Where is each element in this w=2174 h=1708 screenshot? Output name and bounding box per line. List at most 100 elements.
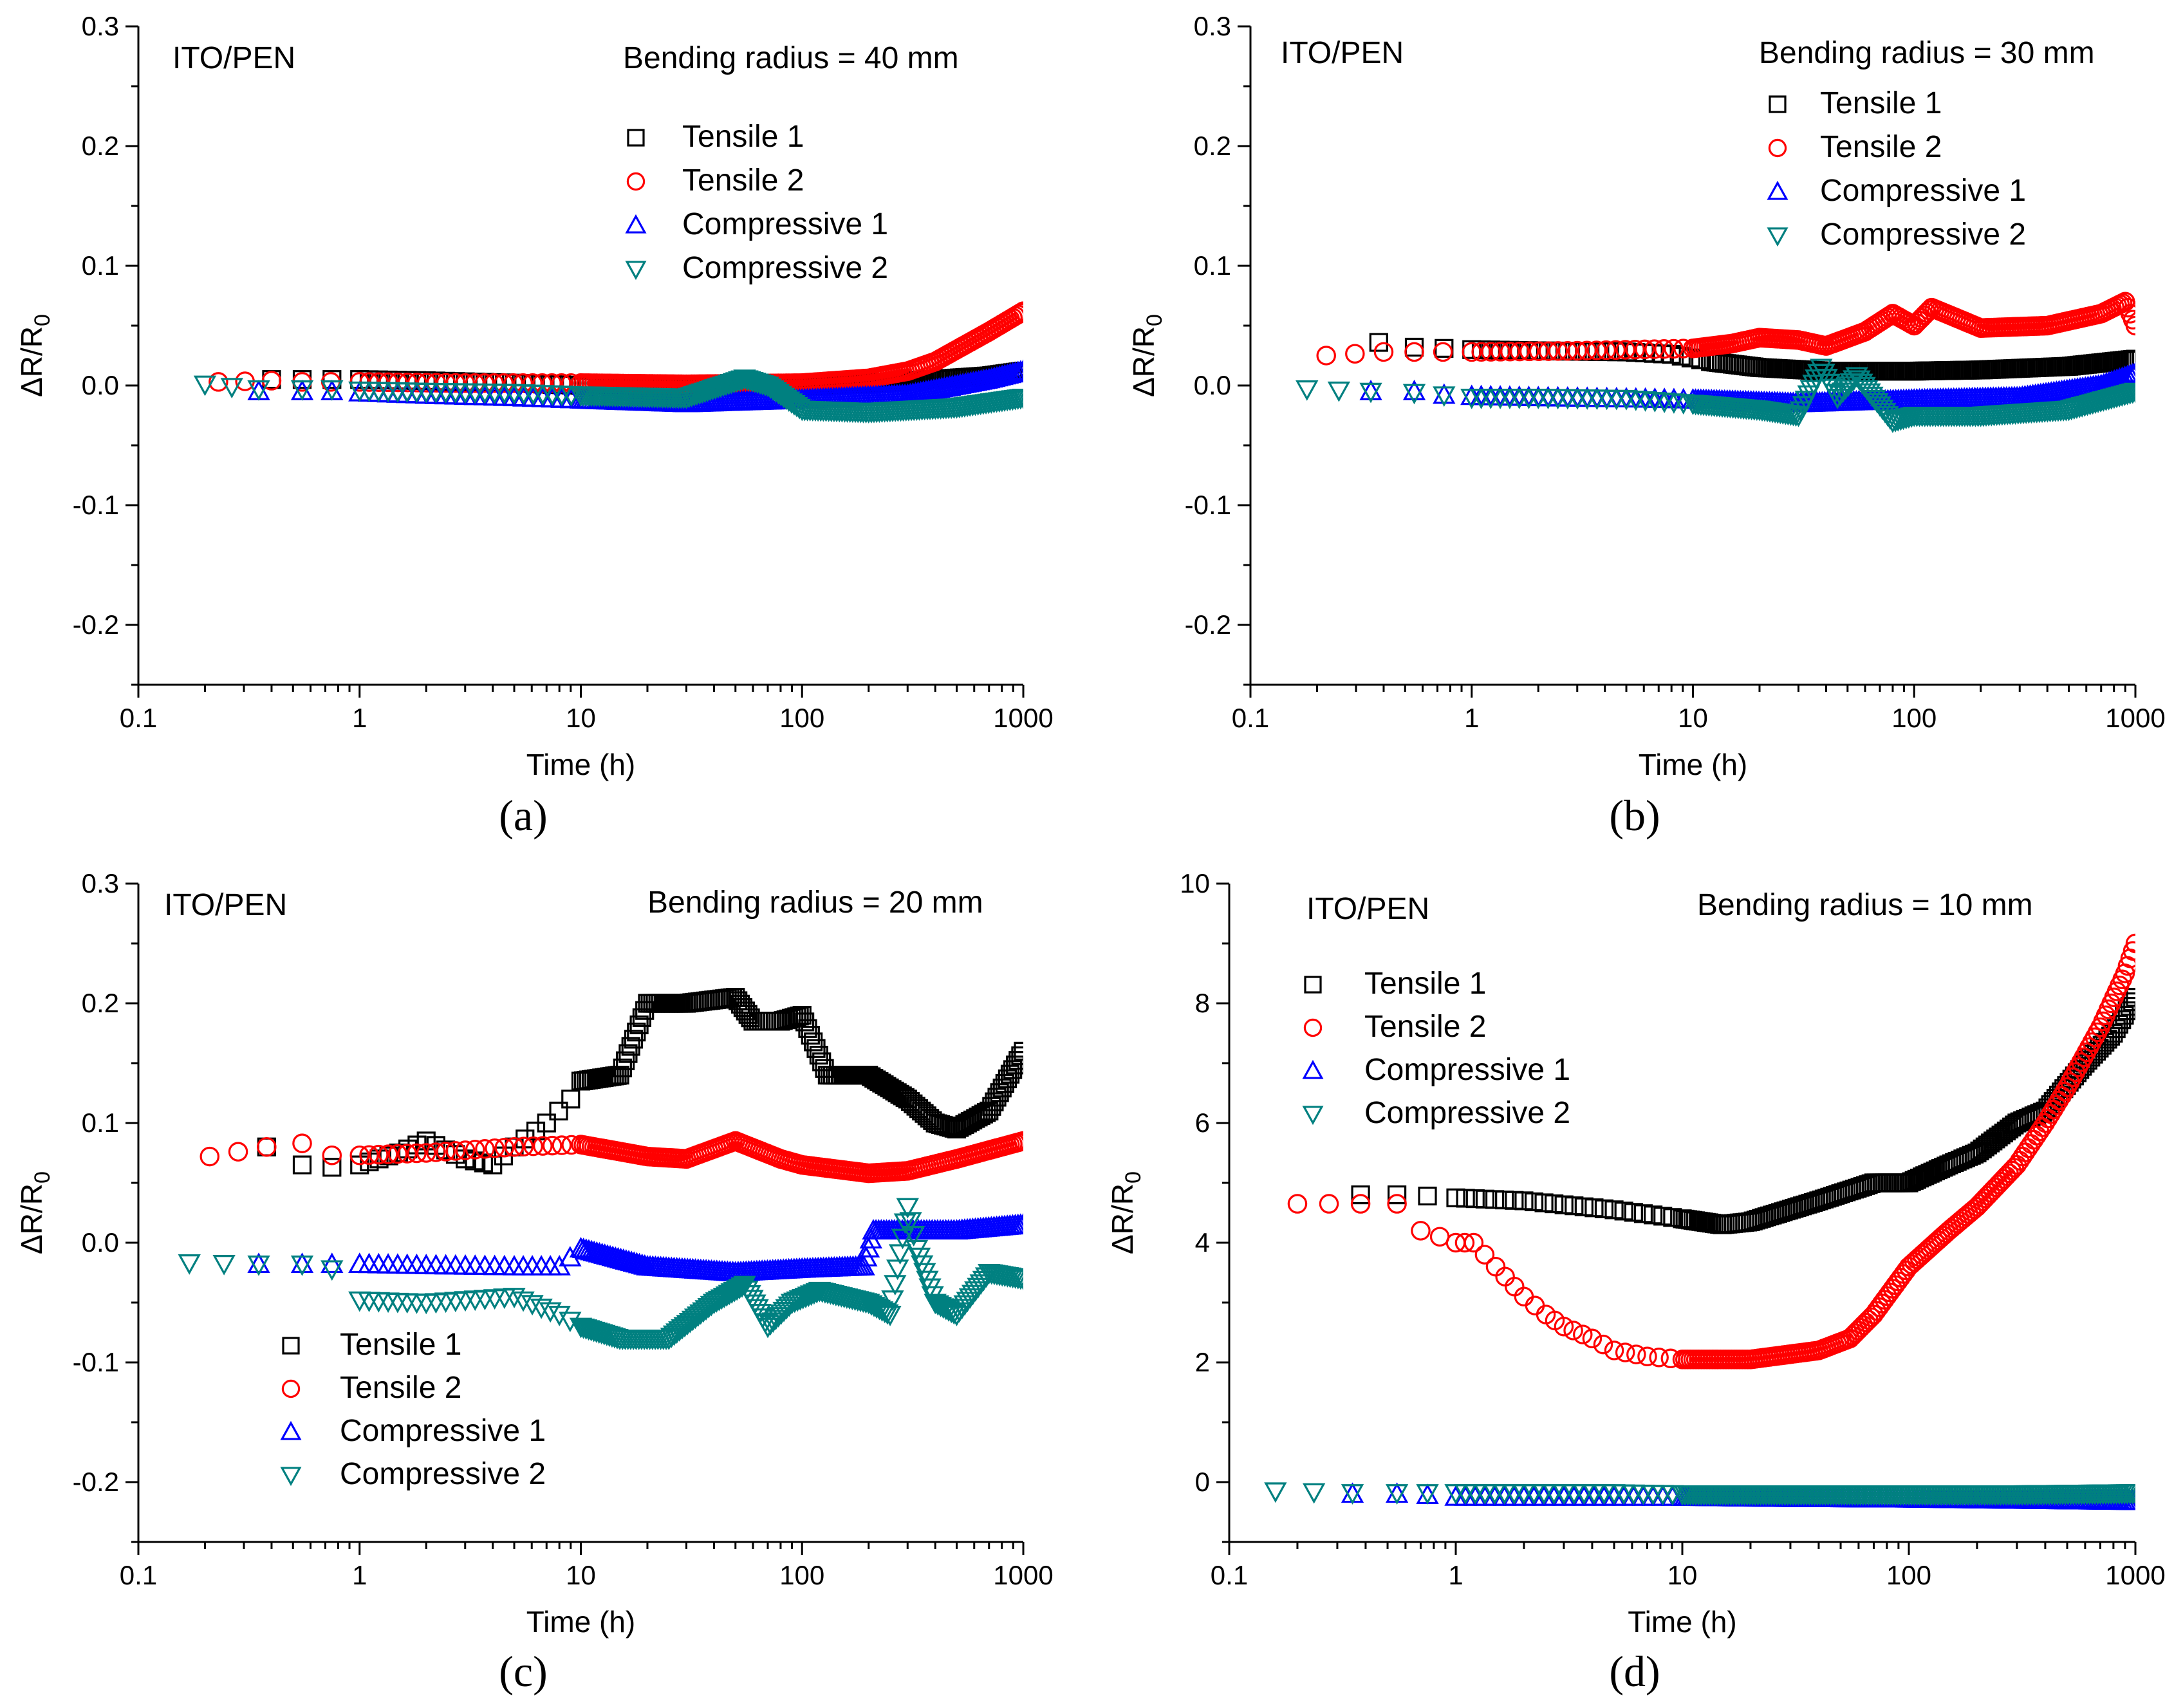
data-point	[1614, 1202, 1633, 1221]
y-tick-label: 0.1	[1194, 250, 1231, 281]
data-point	[2054, 1081, 2075, 1102]
x-tick-label: 10	[566, 1560, 596, 1590]
data-point	[777, 1296, 801, 1317]
data-point	[523, 373, 543, 393]
data-point	[485, 1138, 505, 1158]
data-point	[1402, 380, 1426, 400]
legend-marker	[280, 1420, 302, 1440]
plot-area	[1264, 933, 2135, 1510]
data-point	[2123, 941, 2135, 961]
panel-label: (c)	[499, 1647, 547, 1696]
data-point	[1586, 340, 1606, 360]
data-point	[475, 1139, 495, 1159]
data-point	[465, 1140, 485, 1160]
data-point	[759, 1315, 782, 1336]
data-point	[1463, 1232, 1484, 1253]
data-point	[775, 1299, 798, 1320]
data-point	[893, 1213, 917, 1234]
x-tick-label: 1000	[993, 1560, 1053, 1590]
data-point	[359, 1145, 379, 1165]
data-point	[2123, 992, 2135, 1012]
y-tick-label: 6	[1195, 1108, 1210, 1138]
data-point	[728, 1279, 751, 1299]
plot-area	[178, 988, 1023, 1351]
legend-entry: Tensile 1	[1820, 86, 1942, 120]
y-tick-label: 0	[1195, 1467, 1210, 1497]
data-point	[1653, 1207, 1673, 1226]
data-point	[503, 373, 523, 393]
legend: Tensile 1 Tensile 2 Compressive 1 Compressi…	[625, 120, 888, 285]
data-point	[209, 372, 228, 392]
data-point	[1510, 341, 1530, 362]
data-point	[683, 1308, 707, 1330]
data-point	[1637, 1346, 1657, 1366]
data-point	[549, 1101, 568, 1121]
data-point	[1012, 389, 1023, 409]
data-point	[436, 1142, 456, 1162]
series-compressive-1	[247, 359, 1023, 413]
data-point	[178, 1254, 201, 1275]
data-point	[1475, 1189, 1495, 1209]
legend-marker	[282, 1337, 300, 1355]
data-point	[494, 373, 514, 393]
data-point	[2126, 349, 2135, 369]
panel-label: (b)	[1609, 791, 1660, 840]
data-point	[1545, 1194, 1564, 1214]
data-point	[1373, 342, 1394, 362]
data-point	[1341, 1484, 1364, 1505]
data-point	[290, 380, 314, 401]
chart-panel-c: 0.1 1 10 100 1000 -0.2 -0.1 0.0 0.1 0.2 0.3 Time (h…	[15, 868, 1054, 1696]
y-tick-label: 2	[1195, 1347, 1210, 1377]
data-point	[1014, 1041, 1023, 1061]
data-point	[228, 1142, 248, 1162]
data-point	[1519, 341, 1539, 362]
data-point	[671, 1319, 694, 1340]
data-point	[806, 1039, 826, 1058]
data-point	[657, 1330, 680, 1351]
legend-entry: Compressive 2	[1820, 218, 2026, 252]
data-point	[761, 1312, 785, 1333]
data-point	[1011, 1046, 1023, 1066]
data-point	[756, 1317, 779, 1339]
data-point	[1418, 1186, 1437, 1206]
y-tick-label: 0.0	[1194, 370, 1231, 400]
y-axis-title-subscript: 0	[1142, 314, 1167, 326]
data-point	[1319, 1194, 1339, 1214]
data-point	[1538, 341, 1559, 361]
data-point	[494, 1137, 515, 1158]
data-point	[902, 1226, 925, 1247]
y-tick-label: 10	[1180, 868, 1210, 898]
x-tick-label: 1	[352, 703, 367, 733]
data-point	[1296, 380, 1319, 401]
legend-entry: Tensile 2	[1820, 130, 1942, 164]
data-point	[618, 1044, 638, 1063]
legend-entry: Compressive 2	[1364, 1096, 1570, 1130]
data-point	[552, 1135, 572, 1155]
data-point	[1593, 1334, 1613, 1355]
x-tick-label: 1	[352, 1560, 367, 1590]
legend-entry: Compressive 2	[682, 251, 888, 285]
data-point	[697, 1298, 720, 1319]
data-point	[1345, 344, 1365, 364]
data-point	[1554, 1195, 1574, 1214]
legend: Tensile 1 Tensile 2 Compressive 1 Compressi…	[1767, 86, 2026, 252]
data-point	[514, 1137, 534, 1156]
data-point	[2125, 315, 2135, 336]
data-point	[662, 1325, 686, 1346]
data-point	[627, 1023, 646, 1042]
plot-area	[1296, 292, 2135, 434]
data-point	[1491, 342, 1510, 362]
data-point	[1625, 339, 1645, 360]
y-tick-label: 0.2	[82, 988, 119, 1018]
legend-marker	[626, 172, 646, 191]
data-point	[1404, 342, 1424, 362]
x-tick-label: 100	[1891, 703, 1937, 733]
data-point	[665, 1323, 689, 1344]
y-tick-label: 0.1	[82, 1108, 119, 1138]
data-point	[292, 1155, 312, 1174]
sample-label: ITO/PEN	[172, 41, 295, 75]
data-point	[1485, 1190, 1505, 1209]
data-point	[896, 1198, 919, 1219]
data-point	[1416, 1484, 1439, 1505]
sample-label: ITO/PEN	[1281, 36, 1404, 70]
